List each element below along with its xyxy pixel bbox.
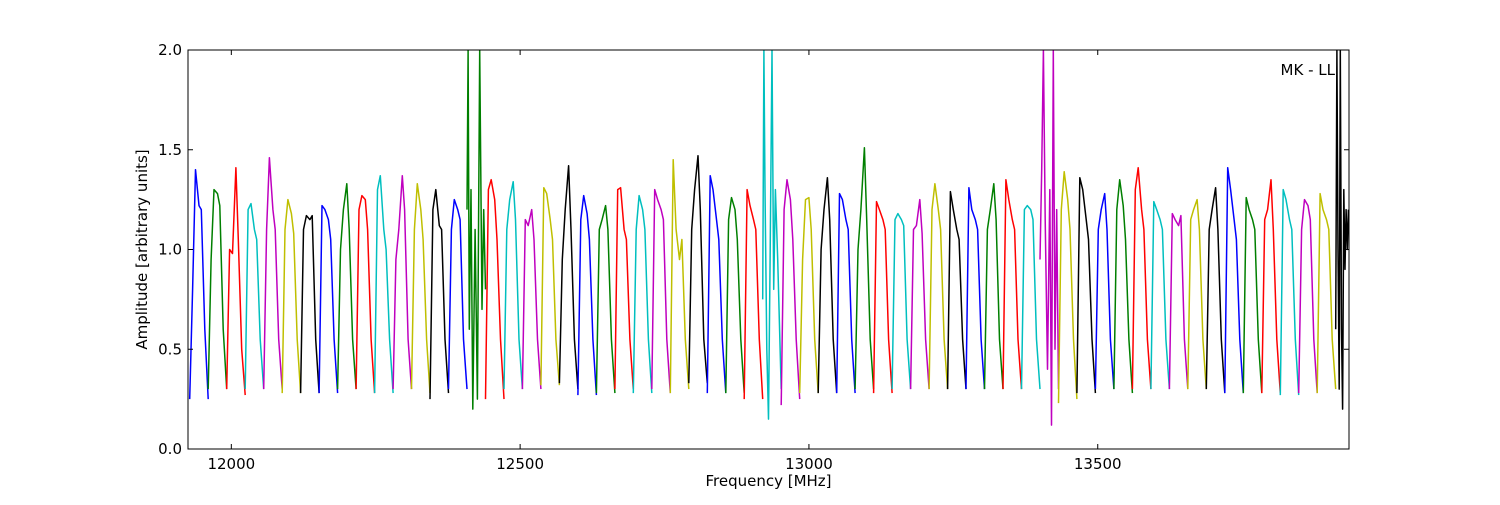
ticks-layer: 12000 12500 13000 13500 0.0 0.5 1.0 1.5 2.0 [158, 41, 1349, 473]
series-line-61 [1297, 198, 1318, 394]
series-line-38 [872, 200, 893, 394]
series-line-7 [299, 214, 320, 394]
series-line-6 [281, 198, 302, 394]
series-line-14 [429, 188, 450, 400]
series-line-37 [854, 147, 875, 390]
series-line-24 [614, 186, 635, 390]
series-line-5 [262, 156, 283, 390]
series-line-32 [761, 50, 782, 420]
series-line-63 [1334, 50, 1349, 410]
y-tick-label: 1.5 [158, 141, 182, 159]
series-line-1 [188, 168, 209, 400]
y-tick-label: 0.5 [158, 340, 182, 358]
series-line-44 [983, 182, 1004, 390]
series-line-55 [1187, 198, 1208, 390]
x-axis-title: Frequency [MHz] [705, 472, 831, 490]
series-line-50 [1094, 192, 1115, 390]
series-line-31 [743, 188, 764, 400]
series-line-45 [1002, 178, 1023, 390]
series-line-27 [669, 158, 690, 394]
series-line-16 [466, 50, 487, 410]
series-line-56 [1205, 186, 1226, 394]
series-line-40 [909, 198, 930, 390]
series-line-43 [965, 186, 986, 390]
series-line-30 [725, 196, 745, 394]
series-line-48 [1057, 170, 1078, 404]
series-line-25 [632, 194, 653, 394]
x-tick-label: 13000 [785, 455, 833, 473]
series-line-60 [1279, 188, 1300, 396]
series-line-10 [355, 194, 376, 394]
series-line-36 [835, 192, 856, 394]
series-line-18 [503, 180, 524, 390]
chart-annotation: MK - LL [1281, 61, 1336, 79]
series-line-21 [558, 164, 579, 390]
x-tick-label: 13500 [1074, 455, 1122, 473]
y-tick-label: 2.0 [158, 41, 182, 59]
series-line-42 [946, 190, 967, 390]
series-line-17 [484, 178, 505, 400]
series-line-53 [1150, 200, 1171, 390]
series-line-8 [318, 204, 339, 394]
series-line-58 [1242, 196, 1263, 394]
y-tick-label: 1.0 [158, 241, 182, 259]
series-line-2 [207, 188, 228, 390]
series-line-46 [1020, 204, 1041, 390]
series-line-35 [817, 176, 838, 394]
series-line-49 [1076, 176, 1097, 394]
y-tick-label: 0.0 [158, 440, 182, 458]
series-layer [188, 50, 1349, 426]
series-line-12 [392, 174, 413, 390]
series-line-59 [1261, 178, 1282, 394]
series-line-28 [688, 154, 709, 384]
series-line-15 [447, 198, 468, 390]
series-line-9 [336, 182, 357, 390]
series-line-19 [521, 208, 542, 390]
series-line-34 [798, 196, 819, 394]
series-line-23 [595, 204, 616, 394]
series-line-41 [928, 182, 949, 390]
series-line-29 [706, 174, 727, 394]
series-line-62 [1316, 192, 1337, 394]
series-line-57 [1224, 166, 1245, 394]
series-line-11 [373, 174, 394, 394]
series-line-22 [577, 194, 598, 396]
y-axis-title: Amplitude [arbitrary units] [133, 149, 151, 349]
series-line-33 [780, 178, 801, 406]
series-line-13 [410, 182, 431, 394]
x-tick-label: 12000 [207, 455, 255, 473]
x-tick-label: 12500 [496, 455, 544, 473]
series-line-39 [891, 212, 912, 390]
series-line-3 [225, 166, 246, 396]
series-line-47 [1039, 50, 1060, 426]
series-line-54 [1168, 212, 1189, 390]
series-line-51 [1113, 178, 1134, 394]
series-line-20 [540, 186, 561, 386]
series-line-52 [1131, 166, 1152, 390]
series-line-4 [244, 202, 265, 390]
series-line-26 [651, 188, 672, 394]
